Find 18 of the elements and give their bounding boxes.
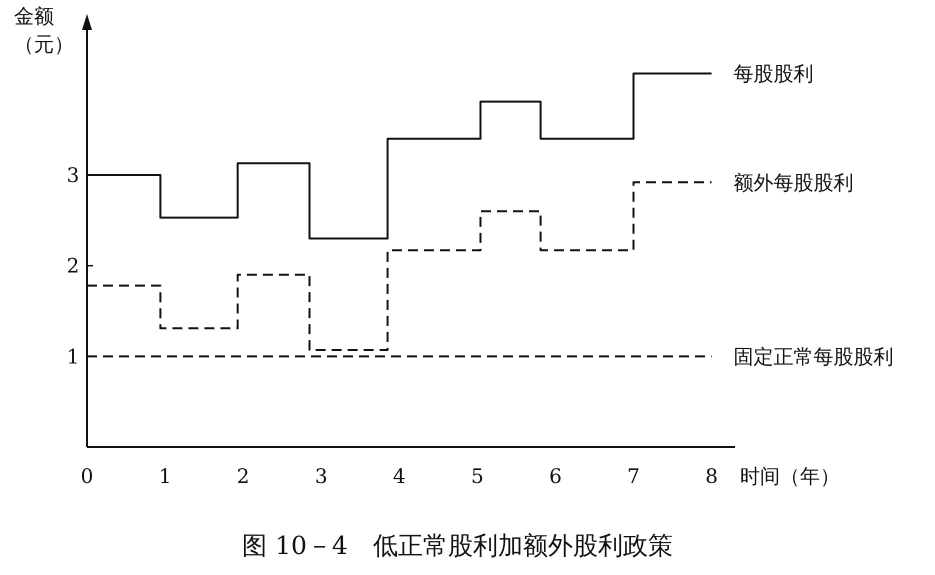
x-tick-label: 3: [314, 464, 328, 488]
x-axis-title: 时间（年）: [740, 464, 840, 488]
y-axis-title: 金额（元）: [14, 3, 63, 58]
x-tick-label: 2: [236, 464, 250, 488]
x-tick-label: 5: [470, 464, 484, 488]
series-label: 每股股利: [734, 62, 814, 86]
text: 图 10－4 低正常股利加额外股利政策: [242, 531, 673, 560]
x-tick-label: 0: [80, 464, 94, 488]
x-tick-label: 1: [158, 464, 172, 488]
series-label: 固定正常每股股利: [734, 344, 894, 368]
x-tick-label: 7: [627, 464, 640, 488]
y-tick-label: 1: [66, 344, 80, 368]
series-label: 额外每股股利: [734, 170, 854, 194]
y-tick-label: 2: [66, 254, 80, 278]
x-tick-label: 8: [705, 464, 718, 488]
y-tick-label: 3: [66, 163, 80, 188]
x-tick-label: 4: [392, 464, 406, 488]
x-tick-label: 6: [549, 464, 562, 488]
